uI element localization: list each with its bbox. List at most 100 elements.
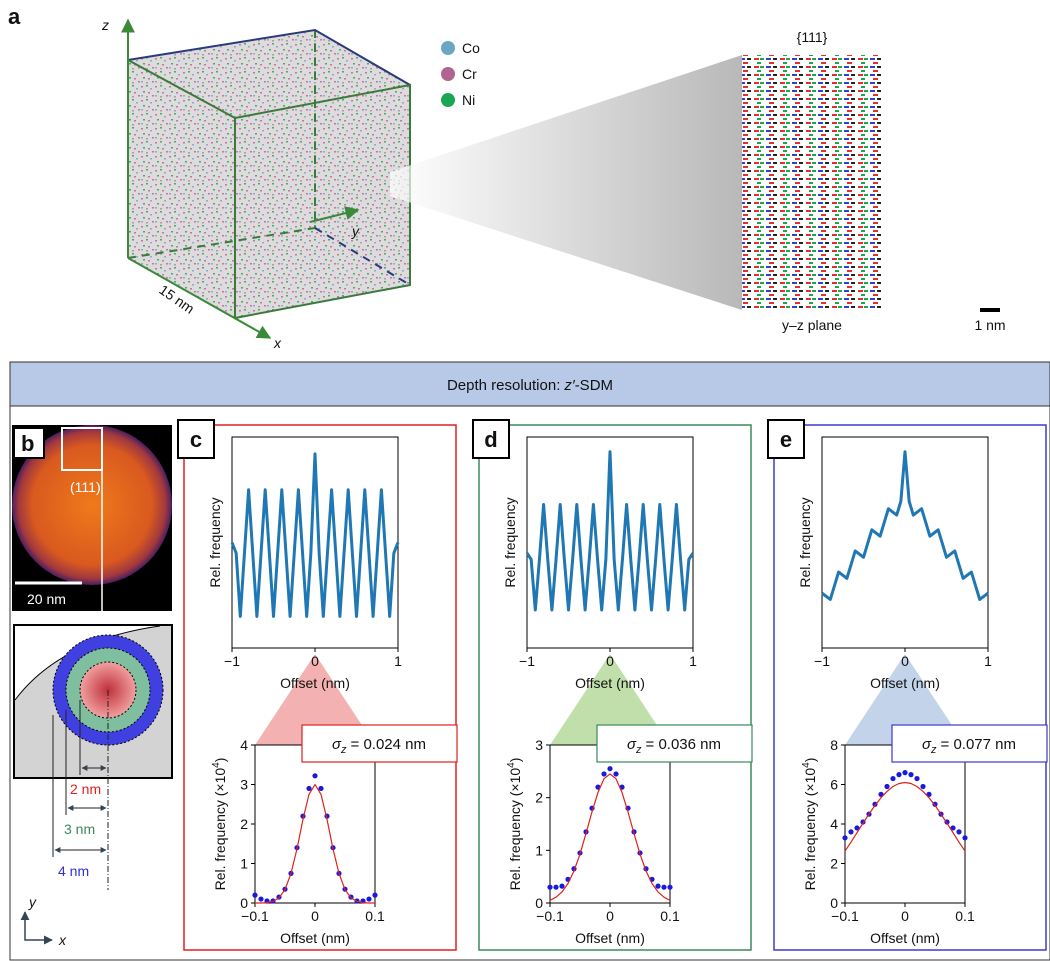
x-tick-label: −1 — [814, 653, 830, 669]
data-point — [962, 835, 967, 840]
data-point — [312, 773, 317, 778]
x-tick-label: 1 — [394, 653, 402, 669]
legend-swatch — [441, 67, 455, 81]
y-tick-label: 0 — [240, 895, 248, 911]
data-point — [890, 776, 895, 781]
y-tick-label: 2 — [240, 816, 248, 832]
x-tick-label: 0 — [311, 908, 319, 924]
data-point — [661, 885, 666, 890]
x-axis-label: Offset (nm) — [280, 675, 350, 691]
legend: CoCrNi — [441, 40, 480, 108]
y-tick-label: 6 — [830, 777, 838, 793]
radius-label: 3 nm — [64, 821, 95, 837]
x-tick-label: 1 — [689, 653, 697, 669]
data-point — [613, 771, 618, 776]
x-tick-label: 0 — [901, 908, 909, 924]
y-tick-label: 3 — [535, 737, 543, 753]
orientation-axes — [25, 912, 52, 940]
y-label-text: Rel. frequency — [207, 497, 223, 587]
plot-frame — [255, 745, 375, 903]
y-tick-label: 2 — [830, 856, 838, 872]
y-axis-label: Rel. frequency (×104) — [211, 758, 228, 891]
zoom-cone — [390, 55, 742, 310]
annotation-subscript: z — [340, 744, 347, 756]
legend-label: Cr — [462, 66, 477, 82]
legend-swatch — [441, 93, 455, 107]
data-point — [914, 776, 919, 781]
scale-label: 1 nm — [974, 317, 1005, 333]
title-text: Depth resolution: — [447, 377, 560, 394]
y-label-end: ) — [507, 758, 523, 763]
data-point — [655, 884, 660, 889]
y-axis-label: Rel. frequency — [207, 497, 223, 587]
y-tick-label: 1 — [240, 856, 248, 872]
data-point — [920, 784, 925, 789]
y-label-text: Rel. frequency (×10 — [507, 768, 523, 891]
y-tick-label: 4 — [240, 737, 248, 753]
data-point — [902, 770, 907, 775]
x-axis-label: Offset (nm) — [870, 930, 940, 946]
x-tick-label: 0.1 — [365, 908, 385, 924]
x-axis-label: Offset (nm) — [280, 930, 350, 946]
y-tick-label: 4 — [830, 816, 838, 832]
legend-label: Co — [462, 40, 480, 56]
scale-label: 20 nm — [27, 591, 66, 607]
y-label-end: ) — [802, 758, 818, 763]
y-tick-label: 1 — [535, 842, 543, 858]
data-point — [601, 771, 606, 776]
annotation-subscript: z — [930, 744, 937, 756]
x-tick-label: 0 — [606, 653, 614, 669]
x-tick-label: 0 — [901, 653, 909, 669]
section-title: Depth resolution:z′-SDM — [447, 377, 613, 394]
panel-label: d — [484, 427, 497, 452]
panel-label: e — [780, 427, 792, 452]
x-axis-label: Offset (nm) — [870, 675, 940, 691]
x-tick-label: −1 — [519, 653, 535, 669]
y-label-text: Rel. frequency (×10 — [802, 768, 818, 891]
data-point — [258, 896, 263, 901]
panel-label: b — [21, 431, 34, 456]
data-point — [547, 885, 552, 890]
annotation-text: = 0.036 nm — [646, 736, 721, 753]
y-axis-label: Rel. frequency — [797, 497, 813, 587]
data-point — [667, 885, 672, 890]
data-point — [366, 896, 371, 901]
data-point — [559, 884, 564, 889]
data-point — [607, 766, 612, 771]
x-tick-label: 0.1 — [955, 908, 975, 924]
data-point — [908, 772, 913, 777]
view-label: y–z plane — [782, 317, 842, 333]
figure: a z y x 15 nm CoCrNi {111} y–z plane 1 n… — [0, 0, 1050, 961]
x-tick-label: 0.1 — [660, 908, 680, 924]
axis-label: x — [58, 932, 67, 948]
x-tick-label: −1 — [224, 653, 240, 669]
region-label: (111) — [70, 479, 101, 495]
y-tick-label: 2 — [535, 790, 543, 806]
x-tick-label: 1 — [984, 653, 992, 669]
panel-label: c — [190, 427, 202, 452]
axis-label: y — [351, 223, 360, 239]
axis-label: y — [28, 894, 37, 910]
axis-label: x — [273, 335, 282, 351]
atom-slice — [742, 55, 882, 310]
panel-label: a — [8, 4, 21, 29]
y-label-text: Rel. frequency — [502, 497, 518, 587]
data-point — [956, 829, 961, 834]
annotation-text: = 0.077 nm — [941, 736, 1016, 753]
legend-swatch — [441, 41, 455, 55]
x-tick-label: 0 — [606, 908, 614, 924]
data-point — [842, 835, 847, 840]
x-tick-label: 0 — [311, 653, 319, 669]
y-tick-label: 3 — [240, 777, 248, 793]
plane-label: {111} — [797, 29, 828, 45]
y-tick-label: 0 — [830, 895, 838, 911]
x-axis-label: Offset (nm) — [575, 930, 645, 946]
title-suffix: -SDM — [575, 377, 613, 394]
y-tick-label: 8 — [830, 737, 838, 753]
y-axis-label: Rel. frequency — [502, 497, 518, 587]
y-tick-label: 0 — [535, 895, 543, 911]
y-label-text: Rel. frequency (×10 — [212, 768, 228, 891]
x-axis-label: Offset (nm) — [575, 675, 645, 691]
data-point — [896, 772, 901, 777]
data-point — [372, 893, 377, 898]
